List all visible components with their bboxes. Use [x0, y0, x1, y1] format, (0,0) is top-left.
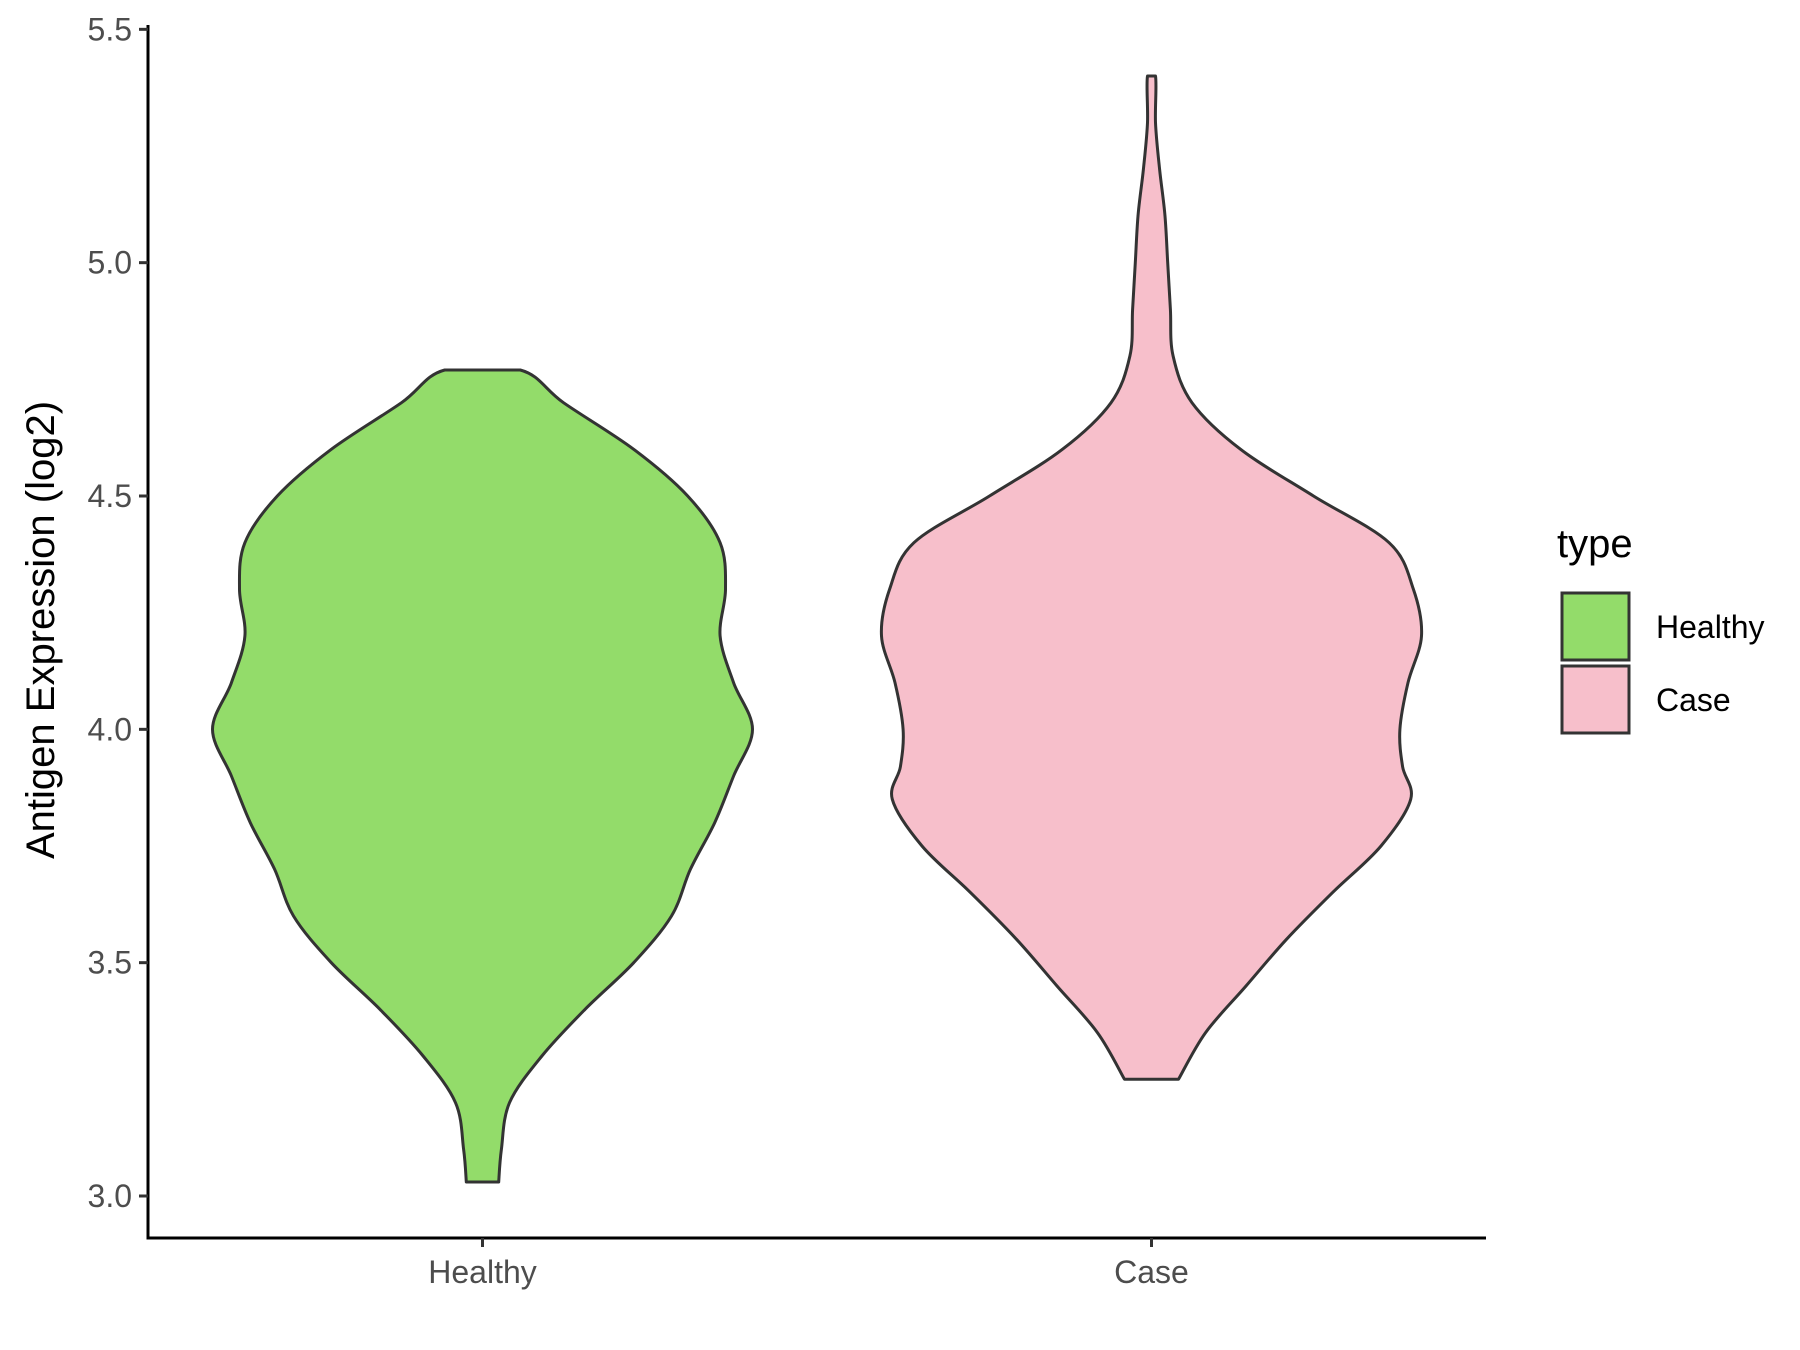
violin-case [879, 74, 1424, 1081]
y-tick-label: 3.5 [88, 945, 132, 981]
violin-layer [211, 74, 1424, 1184]
y-tick-label: 4.0 [88, 711, 132, 747]
y-axis-title: Antigen Expression (log2) [19, 401, 63, 859]
legend-swatch-case [1560, 664, 1631, 735]
axes: 3.0 3.5 4.0 4.5 5.0 5.5 Healthy Case [88, 11, 1486, 1290]
legend-title: type [1557, 522, 1633, 566]
x-tick-label: Case [1114, 1254, 1189, 1290]
legend-items: Healthy Case [1560, 591, 1765, 735]
legend-swatch-healthy [1560, 591, 1631, 662]
x-tick-label: Healthy [428, 1254, 537, 1290]
y-tick-label: 3.0 [88, 1178, 132, 1214]
legend-label-case: Case [1656, 682, 1731, 718]
y-tick-label: 4.5 [88, 478, 132, 514]
y-tick-label: 5.5 [88, 11, 132, 47]
legend: type Healthy Case [1557, 522, 1765, 735]
y-tick-label: 5.0 [88, 245, 132, 281]
legend-label-healthy: Healthy [1656, 609, 1765, 645]
violin-healthy [211, 368, 754, 1184]
